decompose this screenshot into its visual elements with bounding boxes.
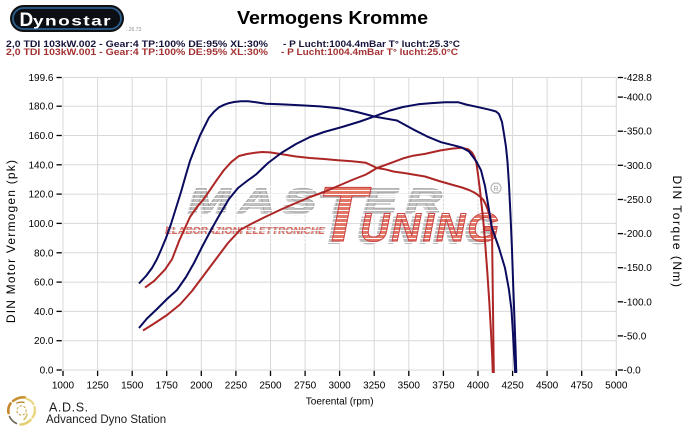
- svg-text:3000: 3000: [328, 381, 351, 392]
- svg-text:Vermogens Kromme: Vermogens Kromme: [237, 8, 428, 28]
- svg-text:-50.0: -50.0: [624, 331, 647, 342]
- svg-text:-0.0: -0.0: [624, 366, 642, 377]
- svg-text:ELABORAZIONI ELETTRONICHE: ELABORAZIONI ELETTRONICHE: [166, 226, 326, 238]
- svg-text:5000: 5000: [605, 381, 628, 392]
- svg-text:MASTER: MASTER: [189, 182, 451, 220]
- svg-text:DIN Torque (Nm): DIN Torque (Nm): [670, 176, 684, 289]
- svg-text:-350.0: -350.0: [624, 127, 653, 138]
- svg-text:140.0: 140.0: [28, 160, 53, 171]
- svg-text:80.0: 80.0: [34, 248, 54, 259]
- svg-text:4750: 4750: [571, 381, 594, 392]
- svg-text:1500: 1500: [121, 381, 144, 392]
- svg-text:2250: 2250: [225, 381, 248, 392]
- svg-text:Toerental (rpm): Toerental (rpm): [306, 397, 374, 408]
- svg-text:T: T: [314, 173, 368, 261]
- svg-text:1250: 1250: [86, 381, 109, 392]
- svg-text:-400.0: -400.0: [624, 93, 653, 104]
- svg-text:160.0: 160.0: [28, 131, 53, 142]
- svg-text:100.0: 100.0: [28, 219, 53, 230]
- svg-text:3500: 3500: [398, 381, 421, 392]
- svg-text:40.0: 40.0: [34, 307, 54, 318]
- svg-text:T: T: [318, 170, 372, 258]
- svg-text:A.D.S.: A.D.S.: [49, 401, 89, 415]
- svg-text:199.6: 199.6: [28, 73, 53, 84]
- svg-text:- P Lucht:1004.4mBar T° lucht:: - P Lucht:1004.4mBar T° lucht:25.0°C: [281, 47, 458, 58]
- svg-text:3750: 3750: [432, 381, 455, 392]
- svg-text:- P Lucht:1004.4mBar T° lucht:: - P Lucht:1004.4mBar T° lucht:25.3°C: [283, 39, 460, 50]
- svg-text:2750: 2750: [294, 381, 317, 392]
- svg-text:4250: 4250: [501, 381, 524, 392]
- svg-text:0.0: 0.0: [40, 366, 54, 377]
- svg-text:180.0: 180.0: [28, 102, 53, 113]
- svg-text:Advanced Dyno Station: Advanced Dyno Station: [46, 414, 166, 426]
- svg-text:..26.73: ..26.73: [126, 27, 142, 33]
- svg-text:-300.0: -300.0: [624, 161, 653, 172]
- svg-text:ynostar: ynostar: [33, 14, 112, 29]
- svg-text:120.0: 120.0: [28, 190, 53, 201]
- svg-text:4000: 4000: [467, 381, 490, 392]
- svg-text:2,0 TDI 103kW.001 - Gear:4 TP:: 2,0 TDI 103kW.001 - Gear:4 TP:100% DE:95…: [6, 47, 269, 58]
- svg-text:2000: 2000: [190, 381, 213, 392]
- svg-text:-150.0: -150.0: [624, 263, 653, 274]
- svg-text:60.0: 60.0: [34, 278, 54, 289]
- svg-text:D: D: [20, 10, 34, 31]
- svg-text:2,0 TDI 103kW.002 - Gear:4 TP:: 2,0 TDI 103kW.002 - Gear:4 TP:100% DE:95…: [6, 39, 269, 50]
- svg-text:UNING: UNING: [360, 206, 501, 250]
- svg-text:-250.0: -250.0: [624, 195, 653, 206]
- svg-text:1750: 1750: [156, 381, 179, 392]
- svg-text:2500: 2500: [259, 381, 282, 392]
- svg-text:4500: 4500: [536, 381, 559, 392]
- svg-text:20.0: 20.0: [34, 336, 54, 347]
- svg-text:DIN Motor Vermogen (pk): DIN Motor Vermogen (pk): [4, 159, 18, 323]
- svg-text:1000: 1000: [52, 381, 75, 392]
- svg-text:-200.0: -200.0: [624, 229, 653, 240]
- svg-text:MASTER: MASTER: [186, 185, 448, 223]
- svg-text:R: R: [493, 186, 498, 193]
- svg-text:3250: 3250: [363, 381, 386, 392]
- svg-text:-100.0: -100.0: [624, 297, 653, 308]
- svg-text:-428.8: -428.8: [624, 73, 653, 84]
